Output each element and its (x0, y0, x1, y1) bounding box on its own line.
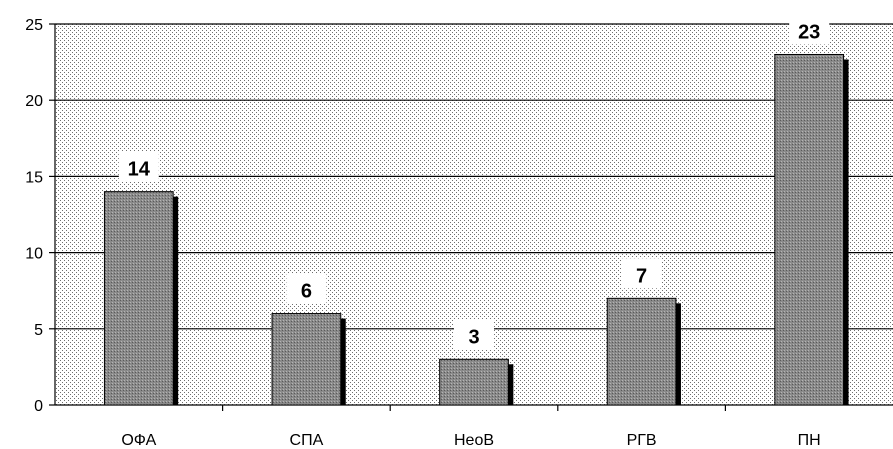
data-label-bg (286, 273, 327, 304)
category-label: РГВ (627, 432, 657, 449)
data-label: 23 (798, 21, 820, 43)
y-tick-label: 25 (25, 17, 43, 34)
y-tick-label: 5 (34, 322, 43, 339)
data-label: 7 (636, 265, 647, 287)
y-tick-label: 0 (34, 398, 43, 415)
category-label: ПН (798, 432, 821, 449)
bar (103, 191, 174, 406)
y-axis: 0 5 10 15 20 25 (25, 17, 56, 415)
y-tick-label: 20 (25, 93, 43, 110)
y-tick-label: 10 (25, 246, 43, 263)
data-label: 14 (128, 159, 151, 181)
category-label: ОФА (121, 432, 156, 449)
data-label-bg (118, 151, 159, 182)
bar (439, 358, 509, 406)
category-label: НеоВ (454, 432, 494, 449)
bar (606, 297, 677, 406)
y-tick-label: 15 (25, 169, 43, 186)
data-labels: 14 6 3 7 23 (118, 14, 830, 350)
x-axis: ОФА СПА НеоВ РГВ ПН (55, 404, 893, 449)
bar (271, 313, 342, 406)
data-label: 3 (468, 326, 479, 348)
data-label-bg (454, 319, 494, 350)
bar (774, 53, 845, 406)
bars (103, 53, 849, 406)
data-label: 6 (301, 281, 312, 303)
category-label: СПА (290, 432, 324, 449)
gridlines (55, 23, 893, 330)
data-label-bg (789, 14, 830, 45)
data-label-bg (621, 258, 662, 289)
